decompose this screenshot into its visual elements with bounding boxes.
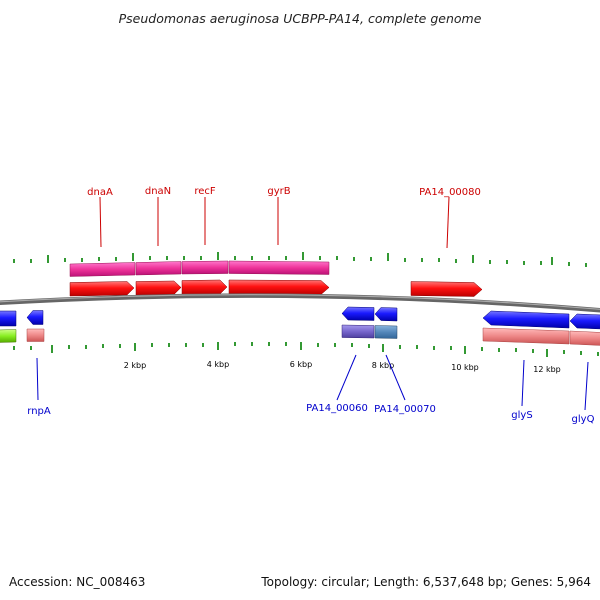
gene-label-glyS[interactable]: glyS xyxy=(511,410,532,421)
gene-arrow-PA14_00060[interactable] xyxy=(341,306,375,321)
reverse-gene-track xyxy=(0,306,600,330)
forward-label-leaders xyxy=(99,196,450,249)
rna-feature[interactable] xyxy=(0,329,17,343)
genome-backbone xyxy=(0,293,600,313)
scale-label: 2 kbp xyxy=(124,361,146,370)
gene-arrow-glyQ[interactable] xyxy=(569,313,600,330)
leader-line-PA14_00070 xyxy=(385,354,406,401)
gene-label-rnpA[interactable]: rnpA xyxy=(27,406,51,417)
forward-gene-labels: dnaA dnaN recF gyrB PA14_00080 xyxy=(87,186,481,198)
genome-summary-text: Topology: circular; Length: 6,537,648 bp… xyxy=(260,575,591,589)
gene-label-dnaN[interactable]: dnaN xyxy=(145,186,171,197)
gene-label-dnaA[interactable]: dnaA xyxy=(87,187,113,198)
cds-feature-PA14_00070[interactable] xyxy=(374,325,398,339)
reverse-label-leaders xyxy=(36,354,589,411)
leader-line-glyQ xyxy=(584,361,589,411)
cds-feature-gyrB[interactable] xyxy=(228,260,330,275)
scale-label: 4 kbp xyxy=(207,360,229,369)
scale-label: 10 kbp xyxy=(451,363,479,372)
genome-backbone-highlight xyxy=(0,294,600,310)
cds-feature-rnpA[interactable] xyxy=(26,328,45,342)
scale-label: 8 kbp xyxy=(372,361,394,370)
lower-tick-row xyxy=(13,342,599,357)
cds-feature-glyQ[interactable] xyxy=(569,330,600,346)
gene-arrow-dnaA[interactable] xyxy=(69,281,135,297)
gene-arrow-recF[interactable] xyxy=(181,279,228,295)
map-title: Pseudomonas aeruginosa UCBPP-PA14, compl… xyxy=(119,11,482,26)
gene-arrow-PA14_00080[interactable] xyxy=(410,281,483,297)
reverse-cds-track xyxy=(0,324,600,346)
gene-label-gyrB[interactable]: gyrB xyxy=(267,186,290,197)
gene-label-PA14_00070[interactable]: PA14_00070 xyxy=(374,404,436,415)
leader-line-glyS xyxy=(521,359,525,407)
gene-arrow-gyrB[interactable] xyxy=(228,279,330,295)
gene-arrow-dnaN[interactable] xyxy=(135,280,182,296)
leader-line-dnaA xyxy=(99,196,102,248)
gene-arrow-glyS[interactable] xyxy=(482,310,570,329)
cds-feature-recF[interactable] xyxy=(181,260,229,275)
gene-label-glyQ[interactable]: glyQ xyxy=(572,414,595,425)
gene-label-PA14_00060[interactable]: PA14_00060 xyxy=(306,403,368,414)
scale-label: 12 kbp xyxy=(533,365,561,374)
gene-arrow-PA14_00070[interactable] xyxy=(374,307,398,322)
cds-feature-dnaA[interactable] xyxy=(69,262,136,277)
scale-labels: 2 kbp 4 kbp 6 kbp 8 kbp 10 kbp 12 kbp xyxy=(124,360,561,374)
accession-text: Accession: NC_008463 xyxy=(9,575,145,589)
scale-label: 6 kbp xyxy=(290,360,312,369)
forward-cds-track xyxy=(69,260,330,277)
leader-line-PA14_00060 xyxy=(336,354,357,401)
gene-arrow-rnpA[interactable] xyxy=(26,310,44,325)
leader-line-rnpA xyxy=(36,357,39,401)
forward-gene-track xyxy=(69,279,483,297)
cds-feature-PA14_00060[interactable] xyxy=(341,324,375,339)
leader-line-PA14_00080 xyxy=(446,196,450,249)
cds-feature-glyS[interactable] xyxy=(482,327,570,345)
upper-tick-row xyxy=(13,252,587,267)
gene-label-recF[interactable]: recF xyxy=(194,186,216,197)
gene-label-PA14_00080[interactable]: PA14_00080 xyxy=(419,187,481,198)
gene-arrow-edge[interactable] xyxy=(0,310,17,327)
cds-feature-dnaN[interactable] xyxy=(135,261,182,276)
reverse-gene-labels: rnpA PA14_00060 PA14_00070 glyS glyQ xyxy=(27,403,594,425)
